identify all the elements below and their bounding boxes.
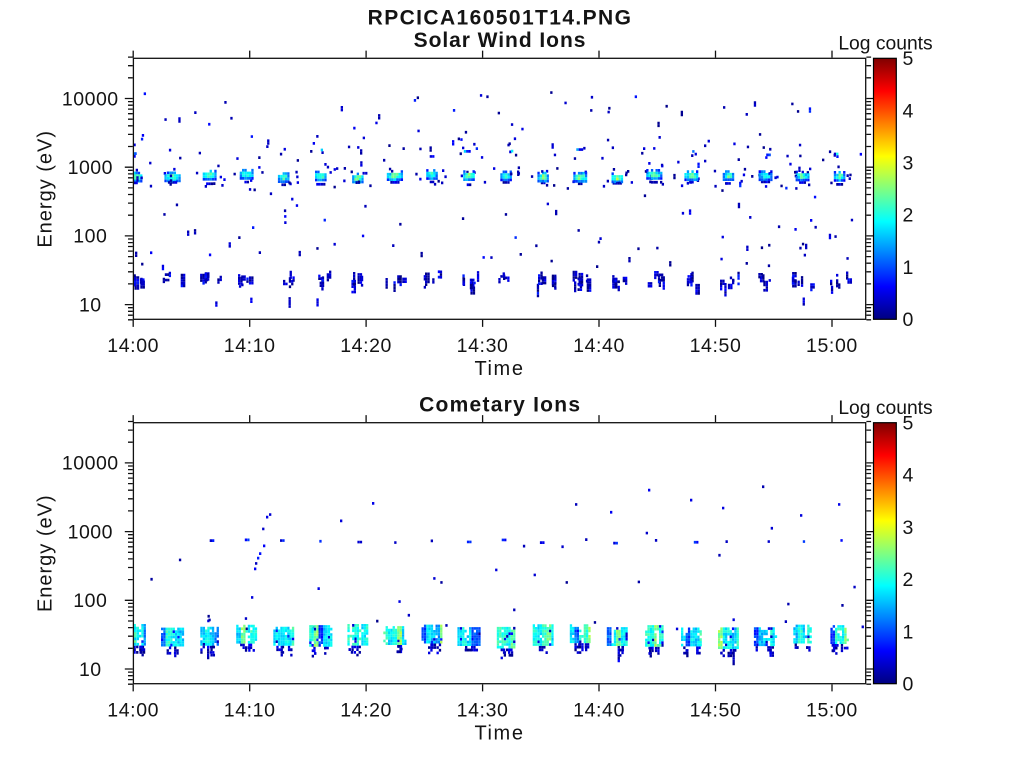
svg-text:1000: 1000 bbox=[68, 157, 113, 179]
svg-text:0: 0 bbox=[903, 309, 914, 331]
svg-text:1000: 1000 bbox=[68, 521, 113, 543]
svg-text:10000: 10000 bbox=[62, 453, 119, 475]
svg-text:10000: 10000 bbox=[62, 88, 119, 110]
svg-text:10: 10 bbox=[79, 294, 102, 316]
svg-text:100: 100 bbox=[73, 590, 107, 612]
svg-text:Time: Time bbox=[474, 358, 524, 380]
svg-text:14:10: 14:10 bbox=[224, 335, 276, 357]
svg-text:10: 10 bbox=[79, 659, 102, 681]
svg-text:2: 2 bbox=[903, 569, 914, 591]
svg-text:14:20: 14:20 bbox=[340, 335, 392, 357]
svg-text:4: 4 bbox=[903, 465, 914, 487]
svg-text:3: 3 bbox=[903, 153, 914, 175]
svg-text:Solar Wind Ions: Solar Wind Ions bbox=[414, 29, 587, 52]
svg-text:2: 2 bbox=[903, 205, 914, 227]
svg-text:14:10: 14:10 bbox=[224, 700, 276, 722]
svg-text:0: 0 bbox=[903, 674, 914, 696]
svg-text:14:00: 14:00 bbox=[107, 335, 159, 357]
svg-text:Time: Time bbox=[474, 722, 524, 744]
svg-text:14:20: 14:20 bbox=[340, 700, 392, 722]
svg-text:5: 5 bbox=[903, 48, 914, 70]
svg-text:14:40: 14:40 bbox=[573, 335, 625, 357]
svg-text:Cometary Ions: Cometary Ions bbox=[419, 394, 581, 417]
svg-text:Energy (eV): Energy (eV) bbox=[35, 130, 57, 248]
svg-text:3: 3 bbox=[903, 517, 914, 539]
svg-text:1: 1 bbox=[903, 621, 914, 643]
svg-text:14:40: 14:40 bbox=[573, 700, 625, 722]
svg-text:Energy (eV): Energy (eV) bbox=[35, 494, 57, 612]
svg-text:14:30: 14:30 bbox=[457, 335, 509, 357]
svg-text:14:50: 14:50 bbox=[690, 335, 742, 357]
svg-text:15:00: 15:00 bbox=[806, 700, 858, 722]
svg-text:Log counts: Log counts bbox=[838, 398, 932, 419]
svg-text:1: 1 bbox=[903, 257, 914, 279]
svg-text:15:00: 15:00 bbox=[806, 335, 858, 357]
svg-text:RPCICA160501T14.PNG: RPCICA160501T14.PNG bbox=[368, 7, 633, 30]
svg-text:Log counts: Log counts bbox=[838, 34, 932, 55]
svg-text:14:00: 14:00 bbox=[107, 700, 159, 722]
svg-text:5: 5 bbox=[903, 413, 914, 435]
svg-text:14:50: 14:50 bbox=[690, 700, 742, 722]
svg-text:14:30: 14:30 bbox=[457, 700, 509, 722]
svg-text:100: 100 bbox=[73, 226, 107, 248]
svg-text:4: 4 bbox=[903, 100, 914, 122]
